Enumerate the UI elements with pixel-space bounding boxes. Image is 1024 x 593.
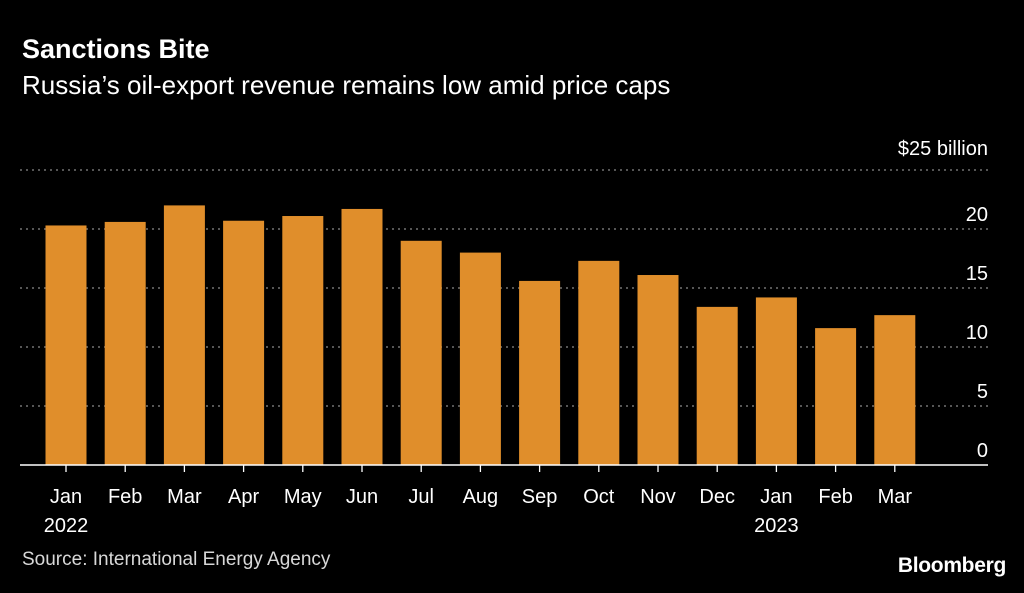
bar: [696, 306, 738, 465]
x-year-label: 2022: [44, 515, 89, 537]
x-tick-label: Apr: [228, 486, 259, 508]
x-year-label: 2023: [754, 515, 799, 537]
bloomberg-logo: Bloomberg: [897, 554, 1006, 577]
x-tick-label: Jul: [408, 486, 434, 508]
y-tick-label: 20: [966, 204, 988, 226]
x-tick-label: Aug: [463, 486, 499, 508]
bar: [400, 240, 442, 465]
bar: [519, 280, 561, 465]
x-tick-label: Sep: [522, 486, 558, 508]
bar: [637, 275, 679, 465]
bar: [341, 208, 383, 465]
x-tick-label: Feb: [108, 486, 142, 508]
bars: [45, 205, 916, 465]
axis-labels: 0 5 10 15 20 $25 billion Jan Feb Mar Apr May Jun Jul…: [44, 138, 988, 537]
x-tick-label: Mar: [878, 486, 913, 508]
bar: [459, 252, 501, 465]
x-tick-label: Dec: [699, 486, 735, 508]
bar: [874, 315, 916, 465]
bar: [104, 221, 146, 465]
x-tick-label: Jun: [346, 486, 378, 508]
y-tick-label: 15: [966, 263, 988, 285]
y-unit-label: $25 billion: [898, 138, 988, 160]
bar: [223, 220, 265, 465]
bar: [282, 216, 324, 465]
x-tick-label: May: [284, 486, 322, 508]
chart-subtitle: Russia’s oil-export revenue remains low …: [22, 70, 671, 100]
y-tick-label: 10: [966, 322, 988, 344]
x-tick-label: Feb: [818, 486, 852, 508]
source-note: Source: International Energy Agency: [22, 549, 331, 570]
chart-title: Sanctions Bite: [22, 34, 210, 64]
x-axis: [20, 464, 988, 472]
x-tick-label: Jan: [760, 486, 792, 508]
bar: [755, 297, 797, 465]
bar: [815, 328, 857, 465]
x-tick-label: Jan: [50, 486, 82, 508]
x-tick-label: Mar: [167, 486, 202, 508]
x-tick-label: Nov: [640, 486, 676, 508]
y-tick-label: 0: [977, 440, 988, 462]
bar: [578, 260, 620, 465]
bar: [45, 225, 87, 465]
bar: [163, 205, 205, 465]
y-tick-label: 5: [977, 381, 988, 403]
x-tick-label: Oct: [583, 486, 615, 508]
